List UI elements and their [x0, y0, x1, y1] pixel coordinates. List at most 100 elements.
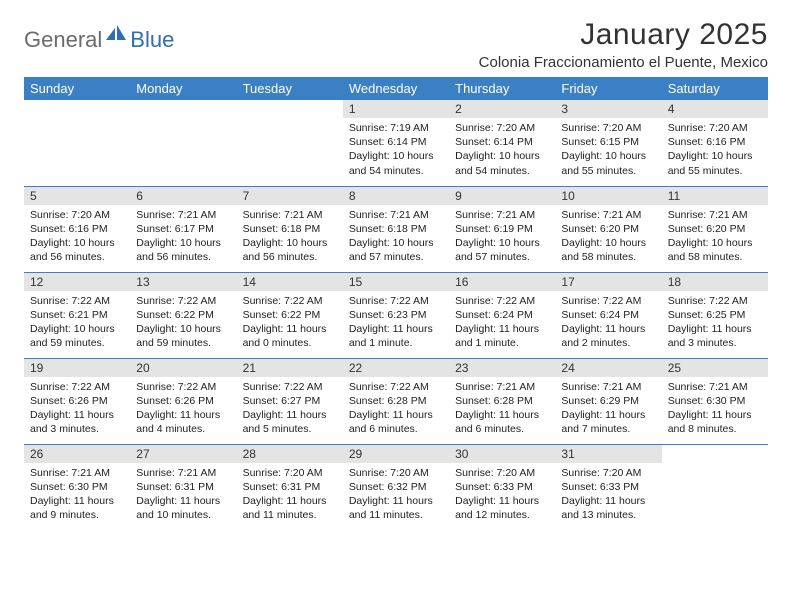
weekday-row: SundayMondayTuesdayWednesdayThursdayFrid… — [24, 77, 768, 100]
day-number: 6 — [130, 187, 236, 205]
day-details: Sunrise: 7:20 AMSunset: 6:32 PMDaylight:… — [343, 463, 449, 527]
day-details: Sunrise: 7:22 AMSunset: 6:26 PMDaylight:… — [130, 377, 236, 441]
weekday-header: Saturday — [662, 77, 768, 100]
day-number: 27 — [130, 445, 236, 463]
day-details: Sunrise: 7:21 AMSunset: 6:20 PMDaylight:… — [662, 205, 768, 269]
day-number: 31 — [555, 445, 661, 463]
month-title: January 2025 — [479, 18, 768, 52]
day-details: Sunrise: 7:22 AMSunset: 6:23 PMDaylight:… — [343, 291, 449, 355]
weekday-header: Tuesday — [237, 77, 343, 100]
day-number: 28 — [237, 445, 343, 463]
calendar-cell — [130, 100, 236, 186]
weekday-header: Sunday — [24, 77, 130, 100]
day-number: 1 — [343, 100, 449, 118]
day-number: 23 — [449, 359, 555, 377]
day-details: Sunrise: 7:19 AMSunset: 6:14 PMDaylight:… — [343, 118, 449, 182]
day-details: Sunrise: 7:22 AMSunset: 6:24 PMDaylight:… — [555, 291, 661, 355]
calendar-week-row: 5Sunrise: 7:20 AMSunset: 6:16 PMDaylight… — [24, 186, 768, 272]
title-block: January 2025 Colonia Fraccionamiento el … — [479, 18, 768, 71]
day-details: Sunrise: 7:21 AMSunset: 6:20 PMDaylight:… — [555, 205, 661, 269]
logo-text-general: General — [24, 27, 102, 53]
calendar-cell: 25Sunrise: 7:21 AMSunset: 6:30 PMDayligh… — [662, 358, 768, 444]
day-number: 12 — [24, 273, 130, 291]
day-details: Sunrise: 7:21 AMSunset: 6:28 PMDaylight:… — [449, 377, 555, 441]
day-details: Sunrise: 7:20 AMSunset: 6:16 PMDaylight:… — [662, 118, 768, 182]
calendar-table: SundayMondayTuesdayWednesdayThursdayFrid… — [24, 77, 768, 530]
weekday-header: Wednesday — [343, 77, 449, 100]
calendar-cell: 11Sunrise: 7:21 AMSunset: 6:20 PMDayligh… — [662, 186, 768, 272]
calendar-cell: 31Sunrise: 7:20 AMSunset: 6:33 PMDayligh… — [555, 444, 661, 530]
day-details: Sunrise: 7:22 AMSunset: 6:24 PMDaylight:… — [449, 291, 555, 355]
day-number — [24, 100, 130, 118]
day-number: 22 — [343, 359, 449, 377]
calendar-cell: 15Sunrise: 7:22 AMSunset: 6:23 PMDayligh… — [343, 272, 449, 358]
calendar-cell: 28Sunrise: 7:20 AMSunset: 6:31 PMDayligh… — [237, 444, 343, 530]
calendar-cell — [662, 444, 768, 530]
calendar-week-row: 1Sunrise: 7:19 AMSunset: 6:14 PMDaylight… — [24, 100, 768, 186]
calendar-cell: 22Sunrise: 7:22 AMSunset: 6:28 PMDayligh… — [343, 358, 449, 444]
day-number: 11 — [662, 187, 768, 205]
calendar-cell: 8Sunrise: 7:21 AMSunset: 6:18 PMDaylight… — [343, 186, 449, 272]
calendar-cell: 2Sunrise: 7:20 AMSunset: 6:14 PMDaylight… — [449, 100, 555, 186]
calendar-cell: 12Sunrise: 7:22 AMSunset: 6:21 PMDayligh… — [24, 272, 130, 358]
day-details: Sunrise: 7:21 AMSunset: 6:17 PMDaylight:… — [130, 205, 236, 269]
day-number: 17 — [555, 273, 661, 291]
day-number: 21 — [237, 359, 343, 377]
day-number: 5 — [24, 187, 130, 205]
day-details: Sunrise: 7:21 AMSunset: 6:30 PMDaylight:… — [662, 377, 768, 441]
day-number — [130, 100, 236, 118]
day-details: Sunrise: 7:22 AMSunset: 6:22 PMDaylight:… — [130, 291, 236, 355]
day-number — [662, 445, 768, 463]
day-number: 15 — [343, 273, 449, 291]
day-details: Sunrise: 7:21 AMSunset: 6:19 PMDaylight:… — [449, 205, 555, 269]
day-number: 16 — [449, 273, 555, 291]
day-number: 30 — [449, 445, 555, 463]
day-number: 7 — [237, 187, 343, 205]
calendar-week-row: 12Sunrise: 7:22 AMSunset: 6:21 PMDayligh… — [24, 272, 768, 358]
day-details: Sunrise: 7:22 AMSunset: 6:26 PMDaylight:… — [24, 377, 130, 441]
day-details: Sunrise: 7:22 AMSunset: 6:22 PMDaylight:… — [237, 291, 343, 355]
day-number: 24 — [555, 359, 661, 377]
day-number: 13 — [130, 273, 236, 291]
day-details: Sunrise: 7:21 AMSunset: 6:29 PMDaylight:… — [555, 377, 661, 441]
calendar-cell: 17Sunrise: 7:22 AMSunset: 6:24 PMDayligh… — [555, 272, 661, 358]
day-details: Sunrise: 7:20 AMSunset: 6:14 PMDaylight:… — [449, 118, 555, 182]
calendar-page: General Blue January 2025 Colonia Fracci… — [0, 0, 792, 548]
calendar-cell: 30Sunrise: 7:20 AMSunset: 6:33 PMDayligh… — [449, 444, 555, 530]
calendar-cell: 7Sunrise: 7:21 AMSunset: 6:18 PMDaylight… — [237, 186, 343, 272]
calendar-cell: 24Sunrise: 7:21 AMSunset: 6:29 PMDayligh… — [555, 358, 661, 444]
day-details: Sunrise: 7:20 AMSunset: 6:31 PMDaylight:… — [237, 463, 343, 527]
day-number: 3 — [555, 100, 661, 118]
header: General Blue January 2025 Colonia Fracci… — [24, 18, 768, 71]
logo-sail-icon — [106, 24, 128, 47]
day-details: Sunrise: 7:21 AMSunset: 6:30 PMDaylight:… — [24, 463, 130, 527]
day-number: 2 — [449, 100, 555, 118]
day-number: 4 — [662, 100, 768, 118]
day-details: Sunrise: 7:20 AMSunset: 6:15 PMDaylight:… — [555, 118, 661, 182]
calendar-cell: 13Sunrise: 7:22 AMSunset: 6:22 PMDayligh… — [130, 272, 236, 358]
day-number: 8 — [343, 187, 449, 205]
calendar-cell: 5Sunrise: 7:20 AMSunset: 6:16 PMDaylight… — [24, 186, 130, 272]
day-details: Sunrise: 7:22 AMSunset: 6:28 PMDaylight:… — [343, 377, 449, 441]
calendar-cell: 16Sunrise: 7:22 AMSunset: 6:24 PMDayligh… — [449, 272, 555, 358]
location: Colonia Fraccionamiento el Puente, Mexic… — [479, 54, 768, 71]
weekday-header: Thursday — [449, 77, 555, 100]
calendar-cell: 14Sunrise: 7:22 AMSunset: 6:22 PMDayligh… — [237, 272, 343, 358]
weekday-header: Friday — [555, 77, 661, 100]
calendar-cell: 27Sunrise: 7:21 AMSunset: 6:31 PMDayligh… — [130, 444, 236, 530]
calendar-cell: 6Sunrise: 7:21 AMSunset: 6:17 PMDaylight… — [130, 186, 236, 272]
day-number: 10 — [555, 187, 661, 205]
day-details: Sunrise: 7:21 AMSunset: 6:18 PMDaylight:… — [237, 205, 343, 269]
calendar-week-row: 19Sunrise: 7:22 AMSunset: 6:26 PMDayligh… — [24, 358, 768, 444]
day-details: Sunrise: 7:20 AMSunset: 6:33 PMDaylight:… — [555, 463, 661, 527]
day-number: 9 — [449, 187, 555, 205]
day-number: 20 — [130, 359, 236, 377]
calendar-week-row: 26Sunrise: 7:21 AMSunset: 6:30 PMDayligh… — [24, 444, 768, 530]
day-details: Sunrise: 7:22 AMSunset: 6:27 PMDaylight:… — [237, 377, 343, 441]
calendar-body: 1Sunrise: 7:19 AMSunset: 6:14 PMDaylight… — [24, 100, 768, 530]
day-details: Sunrise: 7:20 AMSunset: 6:16 PMDaylight:… — [24, 205, 130, 269]
day-details: Sunrise: 7:21 AMSunset: 6:18 PMDaylight:… — [343, 205, 449, 269]
calendar-cell: 23Sunrise: 7:21 AMSunset: 6:28 PMDayligh… — [449, 358, 555, 444]
calendar-head: SundayMondayTuesdayWednesdayThursdayFrid… — [24, 77, 768, 100]
day-number: 25 — [662, 359, 768, 377]
